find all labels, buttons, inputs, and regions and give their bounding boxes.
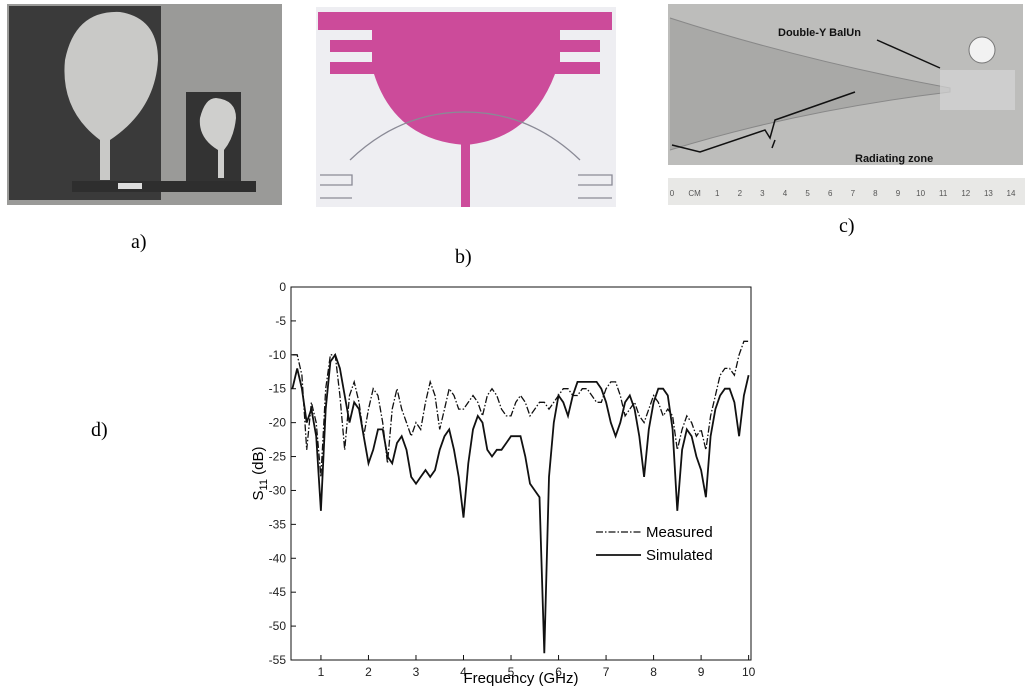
plot-frame — [290, 286, 752, 661]
y-axis-title-part: S — [250, 490, 267, 500]
panel-label: a) — [131, 231, 147, 253]
panel-label: b) — [455, 246, 472, 268]
annotation: Double-Y BalUn — [778, 27, 861, 39]
x-tick-label: 9 — [698, 665, 705, 679]
ruler-label: 6 — [828, 189, 833, 198]
ruler-label: 11 — [939, 189, 948, 198]
ruler-label: 4 — [783, 189, 788, 198]
ruler-label: 13 — [984, 189, 993, 198]
x-tick-label: 2 — [365, 665, 372, 679]
x-tick-label: 8 — [650, 665, 657, 679]
y-tick-label: -5 — [275, 314, 286, 328]
panel-label: c) — [839, 215, 855, 237]
y-tick-label: -35 — [269, 517, 287, 531]
y-tick-label: -25 — [269, 450, 287, 464]
ruler-label: 8 — [873, 189, 878, 198]
ruler: 0 CM 1 2 3 4 5 6 7 8 9 10 11 12 13 14 — [670, 189, 1016, 198]
panel-label: d) — [91, 419, 108, 441]
y-tick-label: -10 — [269, 348, 287, 362]
x-tick-label: 7 — [603, 665, 610, 679]
x-axis-title: Frequency (GHz) — [463, 670, 578, 687]
y-tick-label: -50 — [269, 619, 287, 633]
chart: 0 -5 -10 -15 -20 -25 -30 -35 -40 -45 -50 -55 1 2 3 4 5 6 7… — [250, 280, 756, 687]
ruler-label: 3 — [760, 189, 765, 198]
y-axis-title-part: (dB) — [250, 447, 267, 480]
ruler-label: 2 — [738, 189, 743, 198]
y-tick-label: -55 — [269, 653, 287, 667]
ruler-label: 1 — [715, 189, 720, 198]
y-tick-label: -30 — [269, 483, 287, 497]
y-tick-label: -20 — [269, 416, 287, 430]
photo-b — [316, 7, 616, 207]
y-axis-title-part: 11 — [258, 479, 270, 490]
x-tick-label: 3 — [413, 665, 420, 679]
y-tick-label: -15 — [269, 382, 287, 396]
ruler-label: 0 — [670, 189, 675, 198]
photo-c: Double-Y BalUn Radiating zone 0 CM 1 2 3 4 5 6 7… — [668, 4, 1025, 205]
ruler-label: 14 — [1007, 189, 1016, 198]
y-tick-label: 0 — [279, 280, 286, 294]
annotation: Radiating zone — [855, 153, 933, 165]
photo-a — [7, 4, 282, 205]
x-tick-label: 4 — [460, 665, 467, 679]
x-tick-label: 5 — [508, 665, 515, 679]
x-tick-label: 10 — [742, 665, 756, 679]
y-tick-label: -40 — [269, 551, 287, 565]
legend-label: Simulated — [646, 547, 713, 564]
y-tick-label: -45 — [269, 585, 287, 599]
ruler-label: 9 — [896, 189, 901, 198]
ruler-label: CM — [688, 189, 701, 198]
ruler-label: 5 — [805, 189, 810, 198]
y-axis-title: S11 (dB) — [250, 447, 270, 501]
data-line — [291, 352, 750, 654]
ruler-label: 10 — [916, 189, 925, 198]
ruler-label: 12 — [961, 189, 970, 198]
data-line — [292, 340, 749, 477]
x-tick-label: 6 — [555, 665, 562, 679]
x-tick-label: 1 — [318, 665, 325, 679]
legend-label: Measured — [646, 524, 713, 541]
ruler-label: 7 — [851, 189, 856, 198]
